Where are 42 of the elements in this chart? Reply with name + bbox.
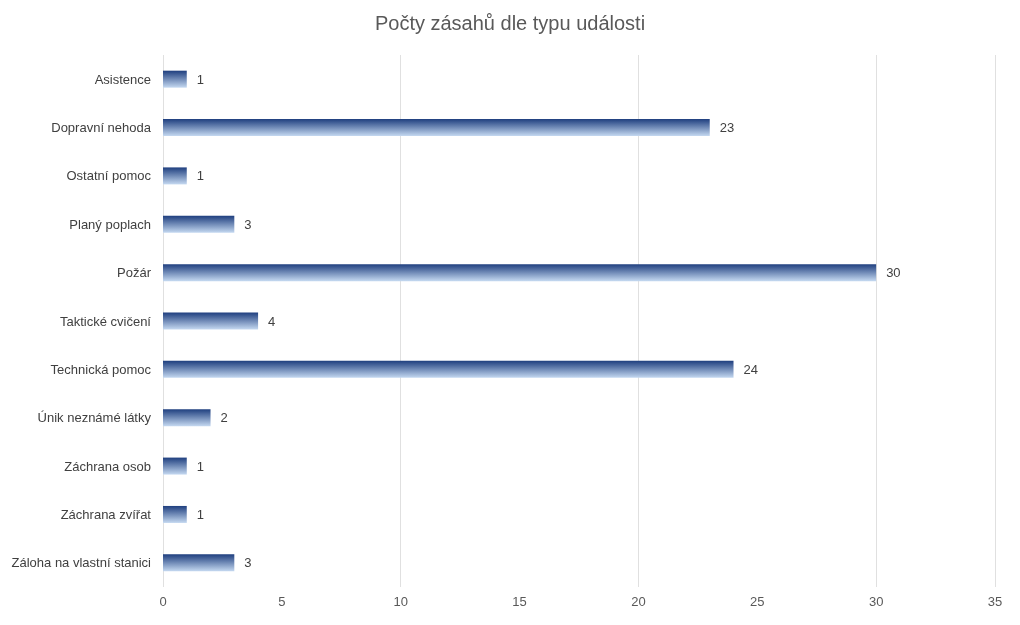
bar	[163, 264, 877, 282]
y-tick-label: Planý poplach	[69, 216, 151, 232]
y-tick-label: Záloha na vlastní stanici	[11, 555, 152, 571]
data-label: 1	[196, 168, 205, 184]
data-label: 1	[196, 506, 205, 522]
y-tick-label: Záchrana osob	[64, 458, 151, 474]
y-tick-label: Technická pomoc	[50, 361, 152, 377]
bar	[163, 457, 187, 475]
bar	[163, 360, 734, 378]
data-label: 4	[268, 313, 276, 329]
x-tick-label: 10	[393, 594, 408, 609]
data-label: 3	[244, 555, 252, 571]
bar	[163, 167, 187, 185]
x-tick-label: 5	[278, 594, 286, 609]
x-tick-label: 20	[631, 594, 646, 609]
y-tick-label: Asistence	[94, 71, 151, 87]
chart-title: Počty zásahů dle typu události	[374, 12, 646, 34]
x-tick-label: 35	[987, 594, 1003, 609]
x-tick-label: 15	[512, 594, 527, 609]
data-label: 24	[743, 361, 758, 377]
y-tick-label: Únik neznámé látky	[37, 410, 152, 426]
data-label: 1	[196, 458, 205, 474]
data-label: 1	[196, 71, 205, 87]
x-tick-label: 25	[750, 594, 765, 609]
y-tick-label: Ostatní pomoc	[66, 168, 152, 184]
y-tick-label: Záchrana zvířat	[60, 506, 152, 522]
y-tick-label: Požár	[117, 265, 152, 281]
data-label: 2	[220, 410, 228, 426]
bar	[163, 215, 235, 233]
bar	[163, 70, 187, 88]
bar	[163, 554, 235, 572]
y-tick-label: Dopravní nehoda	[51, 120, 152, 136]
x-tick-label: 30	[868, 594, 884, 609]
bar	[163, 409, 211, 427]
data-label: 30	[886, 265, 901, 281]
x-tick-label: 0	[159, 594, 167, 609]
bar	[163, 119, 710, 137]
data-label: 3	[244, 216, 252, 232]
y-tick-label: Taktické cvičení	[59, 313, 152, 329]
data-label: 23	[719, 120, 735, 136]
bar	[163, 505, 187, 523]
bar	[163, 312, 259, 330]
